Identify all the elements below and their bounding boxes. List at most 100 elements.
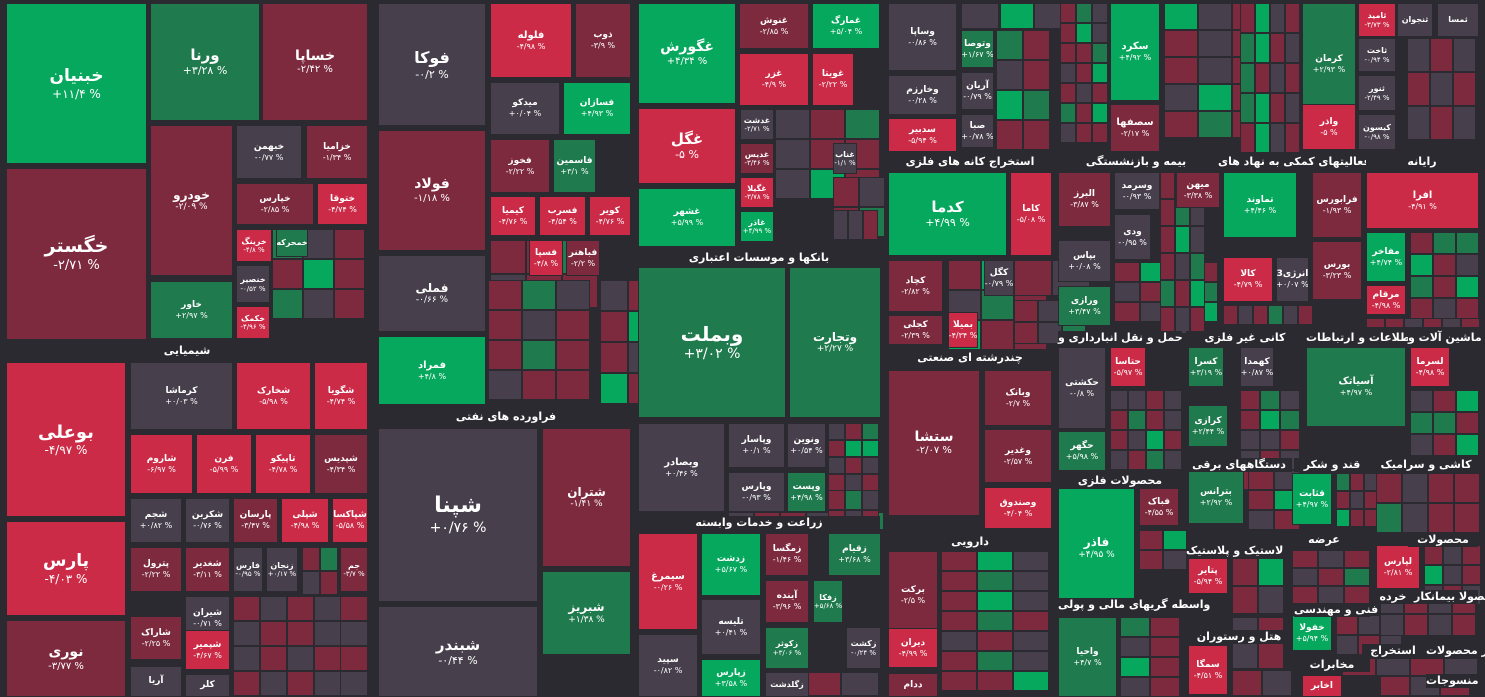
minor-stock-tile[interactable] <box>1260 390 1280 410</box>
minor-stock-tile[interactable] <box>1461 318 1480 328</box>
stock-tile[interactable]: وخارزم -۰/۲۸ % <box>888 75 957 115</box>
stock-tile[interactable]: خاور +۲/۹۷ % <box>150 281 233 339</box>
minor-stock-tile[interactable] <box>941 651 977 671</box>
stock-tile[interactable]: غناب -۱/۱ % <box>833 143 857 174</box>
stock-tile[interactable]: شپاکسا -۵/۵۸ % <box>332 498 368 543</box>
minor-stock-tile[interactable] <box>977 571 1013 591</box>
stock-tile[interactable]: صبا +۰/۷۸ % <box>961 114 994 148</box>
minor-stock-tile[interactable] <box>1443 565 1462 585</box>
stock-tile[interactable]: واحیا +۴/۷ % <box>1058 617 1117 697</box>
minor-stock-tile[interactable] <box>1456 254 1479 276</box>
minor-stock-tile[interactable] <box>1232 643 1258 669</box>
stock-tile[interactable]: کسرا +۳/۱۹ % <box>1188 347 1224 387</box>
stock-tile[interactable]: وبانک -۲/۷ % <box>984 370 1052 426</box>
minor-stock-tile[interactable] <box>1128 390 1146 410</box>
minor-stock-tile[interactable] <box>488 340 522 370</box>
stock-tile[interactable]: سکرد +۴/۹۲ % <box>1110 3 1160 101</box>
minor-stock-tile[interactable] <box>1285 93 1300 123</box>
stock-tile[interactable]: کویر -۴/۷۶ % <box>589 196 631 236</box>
minor-stock-tile[interactable] <box>1164 111 1198 138</box>
stock-tile[interactable]: کدما +۴/۹۹ % <box>888 172 1007 256</box>
minor-stock-tile[interactable] <box>1175 307 1190 334</box>
minor-stock-tile[interactable] <box>1150 657 1180 677</box>
minor-stock-tile[interactable] <box>260 621 287 646</box>
minor-stock-tile[interactable] <box>941 671 977 691</box>
minor-stock-tile[interactable] <box>1255 3 1270 33</box>
stock-tile[interactable]: ثنجوان <box>1397 3 1433 37</box>
stock-tile[interactable]: زکوثر +۳/۰۶ % <box>765 627 809 669</box>
stock-tile[interactable]: ونوین +۰/۵۴ % <box>787 423 826 468</box>
minor-stock-tile[interactable] <box>287 621 314 646</box>
minor-stock-tile[interactable] <box>1013 651 1049 671</box>
stock-tile[interactable]: شپنا +۰/۷۶ % <box>378 428 538 602</box>
minor-stock-tile[interactable] <box>1076 3 1092 23</box>
stock-tile[interactable]: شاراک -۲/۲۵ % <box>130 616 182 660</box>
minor-stock-tile[interactable] <box>260 596 287 621</box>
minor-stock-tile[interactable] <box>233 621 260 646</box>
minor-stock-tile[interactable] <box>1114 262 1140 282</box>
minor-stock-tile[interactable] <box>996 90 1023 120</box>
minor-stock-tile[interactable] <box>1285 3 1300 33</box>
minor-stock-tile[interactable] <box>1433 434 1456 456</box>
minor-stock-tile[interactable] <box>600 373 628 404</box>
minor-stock-tile[interactable] <box>1453 38 1476 72</box>
stock-tile[interactable]: مرقام -۴/۹۸ % <box>1366 285 1406 315</box>
minor-stock-tile[interactable] <box>1023 120 1050 150</box>
minor-stock-tile[interactable] <box>1146 410 1164 430</box>
minor-stock-tile[interactable] <box>1164 410 1182 430</box>
minor-stock-tile[interactable] <box>1060 83 1076 103</box>
minor-stock-tile[interactable] <box>1255 33 1270 63</box>
stock-tile[interactable]: بترانس +۲/۹۲ % <box>1188 470 1244 524</box>
minor-stock-tile[interactable] <box>1344 568 1370 586</box>
minor-stock-tile[interactable] <box>1456 232 1479 254</box>
minor-stock-tile[interactable] <box>1428 473 1454 503</box>
minor-stock-tile[interactable] <box>859 177 885 207</box>
stock-tile[interactable]: ددام <box>888 673 938 697</box>
stock-tile[interactable]: تماوند +۴/۴۶ % <box>1223 172 1297 238</box>
minor-stock-tile[interactable] <box>1110 450 1128 470</box>
minor-stock-tile[interactable] <box>1175 226 1190 253</box>
stock-tile[interactable]: فارس -۰/۹۵ % <box>233 547 263 592</box>
minor-stock-tile[interactable] <box>1000 3 1034 29</box>
minor-stock-tile[interactable] <box>1443 545 1462 565</box>
stock-tile[interactable]: کرماشا +۰/۰۳ % <box>130 362 233 430</box>
stock-tile[interactable]: خودرو -۲/۰۹ % <box>150 125 233 276</box>
stock-tile[interactable]: خپارس -۲/۸۵ % <box>236 183 314 225</box>
minor-stock-tile[interactable] <box>1433 412 1456 434</box>
minor-stock-tile[interactable] <box>1260 430 1280 450</box>
minor-stock-tile[interactable] <box>1160 199 1175 226</box>
minor-stock-tile[interactable] <box>1336 635 1358 655</box>
minor-stock-tile[interactable] <box>977 671 1013 691</box>
minor-stock-tile[interactable] <box>1160 172 1175 199</box>
minor-stock-tile[interactable] <box>314 621 341 646</box>
stock-tile[interactable]: ورنا +۳/۲۸ % <box>150 3 260 121</box>
minor-stock-tile[interactable] <box>1350 473 1364 491</box>
minor-stock-tile[interactable] <box>1076 103 1092 123</box>
stock-tile[interactable]: سدبیر -۵/۹۴ % <box>888 118 957 152</box>
minor-stock-tile[interactable] <box>1424 545 1443 565</box>
minor-stock-tile[interactable] <box>775 169 810 199</box>
minor-stock-tile[interactable] <box>1060 23 1076 43</box>
minor-stock-tile[interactable] <box>1456 412 1479 434</box>
minor-stock-tile[interactable] <box>1238 305 1253 325</box>
minor-stock-tile[interactable] <box>1092 43 1108 63</box>
minor-stock-tile[interactable] <box>828 423 845 440</box>
minor-stock-tile[interactable] <box>1292 550 1318 568</box>
minor-stock-tile[interactable] <box>996 120 1023 150</box>
minor-stock-tile[interactable] <box>1433 390 1456 412</box>
minor-stock-tile[interactable] <box>1410 390 1433 412</box>
minor-stock-tile[interactable] <box>287 646 314 671</box>
minor-stock-tile[interactable] <box>1433 254 1456 276</box>
minor-stock-tile[interactable] <box>1014 300 1038 322</box>
minor-stock-tile[interactable] <box>1318 586 1344 604</box>
stock-tile[interactable]: خنصیر -۰/۵۲ % <box>236 265 270 303</box>
stock-tile[interactable]: وتجارت +۲/۲۷ % <box>789 267 881 418</box>
stock-tile[interactable]: زفکا +۵/۶۸ % <box>813 580 843 623</box>
minor-stock-tile[interactable] <box>287 596 314 621</box>
stock-tile[interactable]: وپاسار +۰/۱ % <box>728 423 785 468</box>
minor-stock-tile[interactable] <box>828 457 845 474</box>
minor-stock-tile[interactable] <box>941 591 977 611</box>
minor-stock-tile[interactable] <box>1240 93 1255 123</box>
minor-stock-tile[interactable] <box>1164 30 1198 57</box>
minor-stock-tile[interactable] <box>1076 63 1092 83</box>
